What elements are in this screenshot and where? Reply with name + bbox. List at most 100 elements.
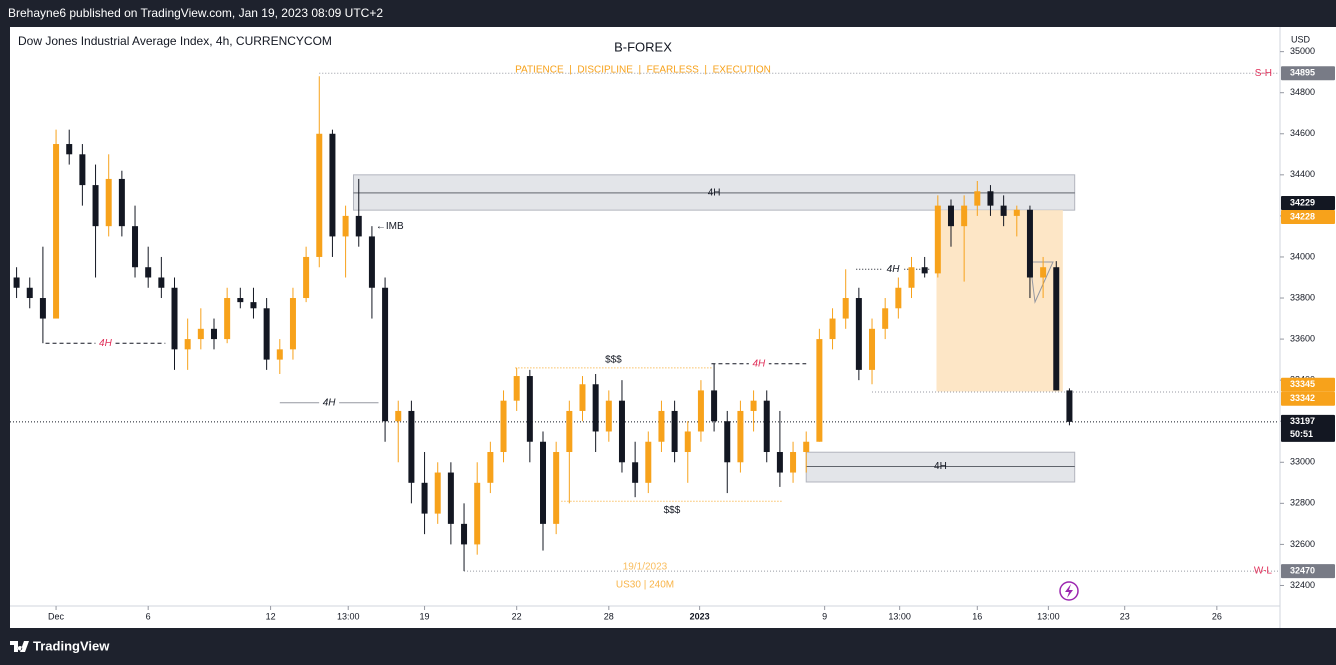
candle-body	[1013, 209, 1020, 216]
chart-title: Dow Jones Industrial Average Index, 4h, …	[18, 34, 332, 48]
candle-body	[592, 384, 599, 432]
x-tick-label: 22	[512, 611, 522, 621]
candle-body	[13, 277, 20, 288]
candle-body	[803, 441, 810, 453]
candle-body	[632, 462, 639, 483]
price-tag	[1281, 391, 1335, 406]
candle-body	[26, 287, 33, 299]
candle-body	[382, 287, 389, 422]
icon-bolt[interactable]	[1065, 584, 1073, 598]
x-tick-label: 23	[1120, 611, 1130, 621]
candle-body	[487, 452, 494, 483]
zone-label: 4H	[708, 188, 721, 199]
candle-body	[671, 410, 678, 453]
candle-body	[790, 452, 797, 473]
candle-body	[39, 298, 46, 319]
candle-body	[171, 287, 178, 350]
x-tick-label: 2023	[690, 611, 710, 621]
level-label: $$$	[664, 505, 681, 516]
candle-body	[605, 400, 612, 432]
y-tick-label: 33000	[1290, 457, 1315, 467]
candle-body	[224, 298, 231, 340]
candle-body	[79, 154, 86, 186]
candle-body	[184, 339, 191, 350]
chart-subtitle: B-FOREX	[614, 39, 672, 54]
candle-body	[461, 523, 468, 545]
candle-body	[553, 452, 560, 524]
plot-bg	[10, 27, 1336, 628]
candle-body	[289, 298, 296, 350]
candle-body	[395, 410, 402, 422]
candle-body	[724, 421, 731, 463]
y-tick-label: 34400	[1290, 169, 1315, 179]
x-tick-label: 26	[1212, 611, 1222, 621]
brand: TradingView	[33, 638, 110, 653]
candle-body	[92, 185, 99, 227]
price-tag	[1281, 564, 1335, 579]
level-label: W-L	[1254, 566, 1273, 577]
candle-body	[829, 318, 836, 340]
candle-body	[737, 410, 744, 463]
price-tag-label: 33197	[1290, 416, 1315, 426]
price-tag	[1281, 377, 1335, 392]
candle-body	[895, 287, 902, 309]
level-label: $$$	[605, 354, 622, 365]
candle-body	[869, 328, 876, 370]
countdown: 50:51	[1290, 429, 1313, 439]
candle-body	[566, 410, 573, 453]
candle-body	[237, 298, 244, 303]
y-tick-label: 35000	[1290, 46, 1315, 56]
candle-body	[434, 472, 441, 514]
zone-label: 4H	[934, 461, 947, 472]
candle-body	[816, 339, 823, 442]
candle-body	[658, 410, 665, 442]
candle-body	[1066, 390, 1073, 422]
y-tick-label: 34600	[1290, 128, 1315, 138]
candle-body	[66, 144, 73, 155]
candle-body	[355, 215, 362, 237]
zone	[352, 174, 1076, 211]
candle-body	[342, 215, 349, 237]
candle-body	[513, 376, 520, 401]
price-tag	[1281, 210, 1335, 225]
x-tick-label: 6	[146, 611, 151, 621]
price-tag-label: 34228	[1290, 211, 1315, 221]
candle-body	[145, 267, 152, 278]
candle-body	[763, 400, 770, 453]
candle-body	[961, 205, 968, 227]
candle-body	[474, 482, 481, 545]
level-label-bg	[883, 263, 904, 276]
y-tick-label: 32400	[1290, 580, 1315, 590]
level-label-bg	[95, 337, 116, 350]
motto: PATIENCE | DISCIPLINE | FEARLESS | EXECU…	[515, 65, 771, 76]
candle-body	[210, 328, 217, 340]
level-label: 4H	[752, 358, 766, 369]
level-label: 4H	[887, 264, 901, 275]
x-tick-label: 13:00	[888, 611, 911, 621]
replay-icon[interactable]	[1059, 581, 1079, 601]
level-label: 4H	[323, 397, 337, 408]
candle-body	[750, 400, 757, 411]
bottom-bar	[0, 628, 1336, 665]
x-tick-label: 12	[266, 611, 276, 621]
watermark: US30 | 240M	[616, 580, 674, 591]
x-tick-label: 9	[822, 611, 827, 621]
candle-body	[987, 191, 994, 206]
y-tick-label: 33800	[1290, 292, 1315, 302]
candle-body	[408, 410, 415, 483]
price-tag-label: 33342	[1290, 393, 1315, 403]
candle-body	[132, 226, 139, 268]
candle-body	[579, 384, 586, 411]
candle-body	[447, 472, 454, 524]
brand-logo	[10, 641, 29, 652]
candle-body	[697, 390, 704, 432]
candle-body	[855, 298, 862, 370]
price-tag-label: 34229	[1290, 197, 1315, 207]
y-tick-label: 34000	[1290, 251, 1315, 261]
candle-body	[526, 376, 533, 442]
candle-body	[842, 298, 849, 319]
top-bar	[0, 0, 1336, 27]
candle-body	[329, 133, 336, 237]
candle-body	[645, 441, 652, 483]
